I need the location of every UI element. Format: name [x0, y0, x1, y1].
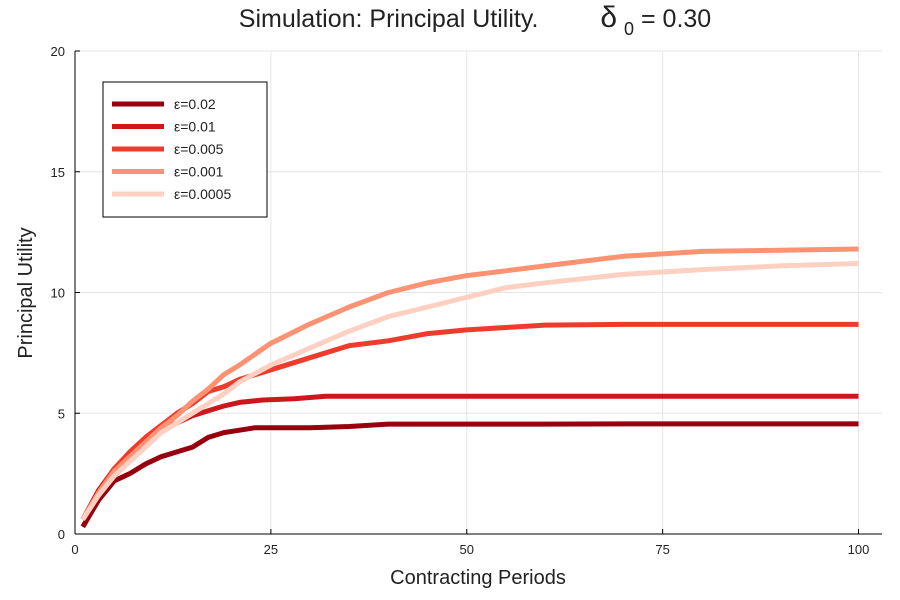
legend-label: ε=0.001	[174, 164, 224, 180]
series-line-5	[80, 261, 859, 521]
y-tick-label: 20	[51, 44, 65, 59]
x-tick-label: 50	[460, 542, 474, 557]
x-tick-label: 75	[655, 542, 669, 557]
chart-title: Simulation: Principal Utility. δ 0 = 0.3…	[239, 1, 711, 41]
legend-label: ε=0.02	[174, 96, 216, 112]
chart-title-main: Simulation: Principal Utility.	[239, 5, 539, 33]
x-tick-label: 25	[264, 542, 278, 557]
chart-title-delta-value: = 0.30	[641, 5, 711, 33]
y-tick-label: 10	[51, 286, 65, 301]
legend: ε=0.02 ε=0.01 ε=0.005 ε=0.001 ε=0.0005	[102, 81, 268, 218]
tick-labels: 0 25 50 75 100 0 5 10 15 20	[51, 44, 870, 557]
y-axis-label: Principal Utility	[15, 227, 37, 358]
x-axis-label: Contracting Periods	[390, 567, 566, 589]
chart-title-delta: δ	[600, 1, 617, 34]
y-tick-label: 15	[51, 165, 65, 180]
chart-title-delta-subscript: 0	[624, 19, 634, 39]
x-tick-label: 0	[71, 542, 78, 557]
legend-label: ε=0.0005	[174, 186, 231, 202]
series-lines	[80, 246, 859, 529]
series-line-2	[80, 393, 859, 521]
series-line-4	[80, 246, 859, 521]
series-line-1	[80, 421, 859, 529]
legend-label: ε=0.01	[174, 119, 216, 135]
series-line-3	[80, 321, 859, 521]
y-tick-label: 5	[58, 406, 65, 421]
y-tick-label: 0	[58, 527, 65, 542]
x-tick-label: 100	[848, 542, 870, 557]
legend-label: ε=0.005	[174, 141, 224, 157]
